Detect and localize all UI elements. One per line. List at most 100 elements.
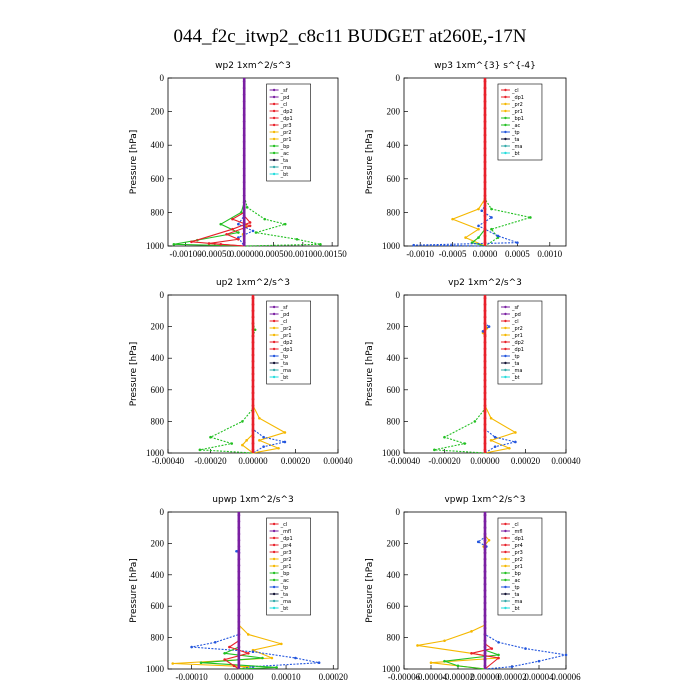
y-tick-label: 200 [387,322,401,332]
y-tick-label: 600 [387,174,401,184]
data-point [242,214,246,218]
legend-label: _dp2 [280,109,293,115]
data-point [524,647,527,650]
data-point [463,442,467,445]
data-point [483,397,487,401]
data-point [497,653,500,657]
data-point [483,140,487,144]
data-point [251,442,255,445]
legend-label: _tp [511,130,520,136]
legend-marker [504,130,507,134]
legend-marker [272,571,276,575]
series-line-pr1 [451,78,486,247]
chart-panel-4: vp2 1xm^2/s^3 Pressure [hPa] 0 200 400 600 800… [365,278,581,466]
data-point [253,328,257,332]
data-point [483,241,487,245]
data-point [477,227,480,231]
y-tick-label: 0 [160,73,165,83]
data-point [483,100,487,103]
data-point [242,160,246,164]
y-tick-label: 600 [151,601,165,611]
data-point [483,429,487,433]
data-point [237,545,241,548]
data-point [280,642,283,646]
data-point [489,439,493,442]
data-point [242,167,246,171]
data-point [251,435,255,439]
x-tick-label: -0.00004 [415,672,448,682]
legend-label: _pr1 [511,564,523,570]
data-point [228,645,231,649]
y-axis-label: Pressure [hPa] [129,342,139,407]
legend-marker [272,529,276,533]
data-point [283,440,287,444]
data-point [483,448,487,452]
legend-marker [504,88,507,92]
legend-label: _ma [280,368,291,374]
data-point [237,658,241,661]
data-point [251,385,255,389]
legend-marker [504,102,507,106]
legend-marker [272,522,276,526]
legend-marker [272,137,276,141]
x-tick-label: 0.00020 [319,672,349,682]
legend-label: _ma [280,599,291,605]
legend-marker [504,571,507,575]
data-point [242,100,246,103]
legend-marker [272,564,276,568]
legend-marker [504,137,507,141]
data-point [493,435,497,439]
data-point [483,347,487,351]
y-tick-label: 800 [387,207,401,217]
data-point [241,443,244,447]
legend-label: _cl [280,102,288,108]
series-line-tp [477,512,567,670]
data-point [483,147,487,150]
legend-label: _bt [280,375,289,381]
legend-marker [504,109,507,113]
data-point [245,206,249,209]
data-point [237,513,241,517]
x-tick-label: 0.00010 [271,672,301,682]
data-point [483,200,487,204]
legend-marker [504,368,507,372]
legend-marker [272,109,276,113]
data-point [242,187,246,191]
data-point [516,241,519,244]
data-point [483,532,487,536]
legend-label: _bp [511,571,521,577]
data-point [242,133,246,137]
legend-marker [504,599,507,603]
data-point [251,397,255,401]
legend-marker [272,102,276,106]
legend-marker [504,116,507,120]
series-line-tp [237,78,255,247]
data-point [317,661,321,665]
chart-panel-1: wp2 1xm^2/s^3 Pressure [hPa] 0 200 400 600 800… [129,61,347,259]
legend-label: _sf [280,305,288,311]
x-tick-label: 0.00150 [318,249,348,259]
y-tick-label: 0 [396,73,401,83]
data-point [483,435,487,439]
panel-title: up2 1xm^2/s^3 [216,278,290,288]
data-point [242,86,246,90]
data-point [483,563,487,567]
data-point [251,404,255,407]
data-point [275,666,278,669]
panel-title: wp3 1xm^{3} s^{-4} [434,61,536,71]
x-tick-label: 0.0000 [473,249,498,259]
data-point [483,296,487,300]
legend-marker [272,144,276,148]
data-point [251,347,255,351]
x-tick-label: 0.0010 [537,249,562,259]
legend-marker [504,326,507,330]
data-point [237,620,241,624]
data-point [483,589,487,592]
data-point [232,664,236,668]
legend-label: _dp1 [280,116,293,122]
y-tick-label: 800 [151,633,165,643]
data-point [443,659,446,663]
legend-label: _bt [511,606,520,612]
data-point [483,167,487,171]
y-tick-label: 400 [387,353,401,363]
